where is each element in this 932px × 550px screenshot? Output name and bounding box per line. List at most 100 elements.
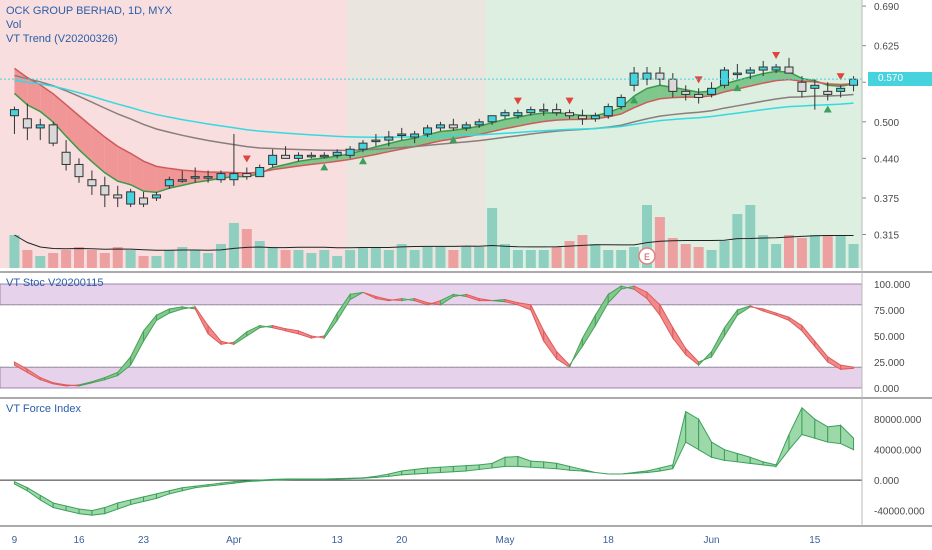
stoch-segment [65, 384, 80, 387]
volume-bar [822, 235, 833, 268]
stoch-segment [323, 311, 338, 340]
volume-bar [667, 238, 678, 268]
earnings-circle [638, 247, 656, 265]
volume-bar [190, 250, 201, 268]
force-segment [414, 467, 429, 475]
stoch-segment [569, 337, 583, 368]
stoch-segment [310, 335, 325, 339]
candle-body [849, 78, 859, 86]
candle-body [113, 194, 123, 199]
volume-bar [99, 253, 110, 268]
stoch-title[interactable]: VT Stoc V20200115 [6, 277, 104, 289]
candle-body [797, 81, 807, 92]
force-segment [736, 452, 751, 464]
stoch-segment [672, 325, 687, 357]
force-segment [504, 455, 519, 467]
force-segment [181, 485, 196, 492]
volume-bar [525, 250, 536, 268]
stoch-segment [181, 306, 196, 310]
candle-body [784, 66, 794, 74]
stoch-segment [581, 313, 596, 349]
trend-ribbon [776, 71, 789, 81]
stoch-tick-label: 100.000 [874, 280, 911, 291]
candle-body [448, 124, 458, 129]
stoch-segment [685, 347, 700, 367]
volume-bar [590, 244, 601, 268]
stoch-segment [556, 350, 571, 369]
candle-body [216, 173, 226, 181]
volume-bar [745, 205, 756, 268]
trend-ribbon [517, 114, 531, 127]
vol-label[interactable]: Vol [6, 19, 22, 31]
stoch-segment [840, 364, 855, 370]
force-segment [633, 470, 648, 474]
volume-bar [732, 214, 743, 268]
volume-bar [241, 229, 252, 268]
y-tick-label: 0.440 [874, 154, 899, 165]
overbought-band [0, 283, 863, 306]
volume-bar [538, 250, 549, 268]
stoch-segment [285, 328, 299, 335]
stoch-segment [736, 305, 751, 317]
candle-body [319, 154, 329, 158]
force-segment [775, 434, 790, 468]
volume-bar [228, 223, 239, 268]
volume-bar [151, 256, 162, 268]
volume-bar [74, 247, 84, 268]
volume-bar [771, 244, 782, 268]
earnings-marker: E [638, 247, 656, 265]
volume-bar [35, 256, 46, 268]
trend-ribbon [530, 112, 544, 124]
volume-bar [719, 241, 730, 268]
force-segment [814, 418, 829, 443]
force-segment [233, 480, 248, 484]
volume-bar [796, 238, 807, 268]
force-tick-label: 80000.000 [874, 415, 922, 426]
volume-bar [500, 244, 510, 268]
stoch-segment [788, 316, 803, 332]
candle-body [642, 72, 652, 80]
force-segment [259, 478, 274, 482]
candle-body [9, 109, 19, 117]
buy-signal-marker [630, 96, 639, 104]
buy-signal-marker [320, 163, 329, 171]
ema-slow-line [14, 74, 854, 152]
volume-bar [616, 250, 627, 268]
volume-bar [654, 217, 665, 268]
date-tick-label: May [496, 535, 515, 546]
date-tick-label: 15 [809, 535, 821, 546]
force-title[interactable]: VT Force Index [6, 403, 81, 415]
stoch-segment [155, 308, 170, 322]
trend-ribbon [27, 77, 41, 112]
force-segment [530, 460, 545, 469]
candle-body [177, 179, 187, 182]
symbol-title[interactable]: OCK GROUP BERHAD, 1D, MYX [6, 5, 173, 17]
volume-bar [125, 250, 136, 268]
volume-bar [177, 247, 188, 268]
candle-body [126, 191, 136, 205]
stoch-segment [207, 324, 222, 346]
force-segment [272, 478, 287, 481]
buy-signal-marker [449, 135, 458, 143]
candle-body [48, 124, 58, 144]
force-segment [117, 499, 132, 510]
force-segment [439, 465, 454, 474]
candle-body [268, 154, 278, 165]
candle-body [281, 154, 291, 159]
buy-signal-marker [359, 157, 367, 165]
force-segment [336, 477, 351, 480]
sell-signal-marker [513, 97, 522, 105]
force-segment [104, 502, 119, 515]
force-segment [788, 407, 803, 452]
force-segment [285, 478, 299, 481]
trend-label[interactable]: VT Trend (V20200326) [6, 33, 118, 45]
force-segment [130, 496, 145, 506]
volume-bar [280, 250, 291, 268]
candle-body [707, 87, 717, 95]
force-segment [452, 465, 467, 473]
force-segment [39, 494, 54, 509]
candle-body [100, 185, 110, 196]
stoch-segment [297, 330, 312, 339]
candle-body [397, 133, 407, 136]
